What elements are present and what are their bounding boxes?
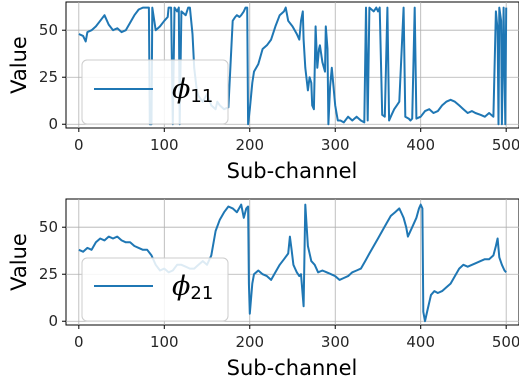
x-tick-label-200: 200	[235, 333, 264, 351]
x-tick-label-0: 0	[74, 333, 84, 351]
legend-label-phi11: ϕ11	[172, 74, 213, 107]
x-tick-label-200: 200	[235, 136, 264, 154]
series-line-phi11	[78, 6, 508, 126]
y-tick-label-0: 0	[48, 312, 58, 330]
grid-bottom	[66, 199, 519, 325]
legend-box-top	[81, 59, 229, 125]
y-ticks-bottom: 0 25 50	[39, 218, 66, 330]
x-axis-label-top: Sub-channel	[227, 159, 358, 183]
x-tick-label-100: 100	[150, 333, 179, 351]
x-tick-label-0: 0	[74, 136, 84, 154]
x-tick-label-300: 300	[321, 136, 350, 154]
legend-subscript-phi11: 11	[190, 86, 213, 107]
legend-symbol-phi11: ϕ	[172, 74, 190, 105]
x-tick-label-300: 300	[321, 333, 350, 351]
y-tick-label-25: 25	[39, 265, 58, 283]
y-tick-label-0: 0	[48, 115, 58, 133]
x-tick-label-100: 100	[150, 136, 179, 154]
x-axis-label-bottom: Sub-channel	[227, 356, 358, 380]
y-axis-label-top: Value	[7, 36, 31, 94]
legend-bottom: ϕ21	[81, 257, 229, 322]
x-ticks-bottom: 0 100 200 300 400 500	[74, 325, 519, 351]
subplot-bottom: 0 100 200 300 400 500 0 25 50 ϕ21 Sub-channel V…	[7, 198, 519, 380]
x-tick-label-400: 400	[406, 136, 435, 154]
y-tick-label-25: 25	[39, 68, 58, 86]
x-tick-label-400: 400	[406, 333, 435, 351]
subplot-top: 0 100 200 300 400 500 0 25 50 ϕ11 Sub-channel V…	[7, 1, 519, 183]
legend-box-bottom	[81, 257, 229, 322]
legend-label-phi21: ϕ21	[172, 271, 213, 304]
y-tick-label-50: 50	[39, 21, 58, 39]
x-tick-label-500: 500	[492, 333, 519, 351]
y-axis-label-bottom: Value	[7, 233, 31, 291]
x-ticks-top: 0 100 200 300 400 500	[74, 128, 519, 154]
x-tick-label-500: 500	[492, 136, 519, 154]
y-ticks-top: 0 25 50	[39, 21, 66, 133]
legend-symbol-phi21: ϕ	[172, 271, 190, 302]
y-tick-label-50: 50	[39, 218, 58, 236]
legend-subscript-phi21: 21	[190, 283, 213, 304]
legend-top: ϕ11	[81, 59, 229, 125]
